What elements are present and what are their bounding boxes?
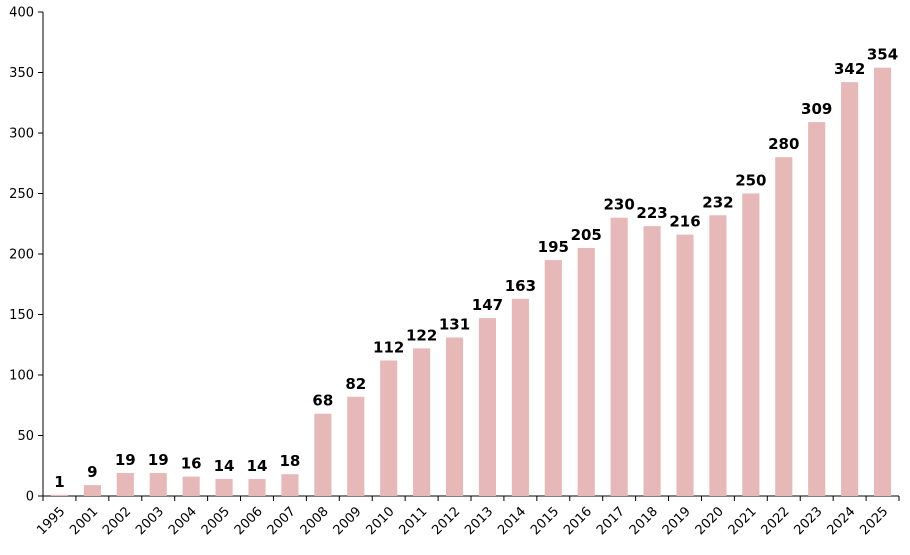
bar-1995 xyxy=(50,494,69,496)
data-label-2001: 9 xyxy=(87,463,97,481)
x-axis: 1995200120022003200420052006200720082009… xyxy=(34,495,900,538)
x-tick-label-1995: 1995 xyxy=(34,504,68,538)
x-tick-label-2002: 2002 xyxy=(100,504,134,538)
data-label-2010: 112 xyxy=(373,338,404,356)
data-label-2011: 122 xyxy=(406,326,437,344)
data-label-2002: 19 xyxy=(115,451,136,469)
x-tick-label-2011: 2011 xyxy=(396,504,430,538)
bar-2010 xyxy=(380,360,398,496)
data-label-2015: 195 xyxy=(538,238,569,256)
data-label-2021: 250 xyxy=(735,172,766,190)
x-tick-label-2021: 2021 xyxy=(726,504,760,538)
data-label-2003: 19 xyxy=(148,451,169,469)
bar-2022 xyxy=(775,157,793,496)
x-tick-label-2004: 2004 xyxy=(166,504,200,538)
x-tick-label-2010: 2010 xyxy=(364,504,398,538)
data-label-2017: 230 xyxy=(603,196,634,214)
y-tick-label: 250 xyxy=(9,187,34,202)
bar-2024 xyxy=(841,82,859,497)
bar-2017 xyxy=(610,217,628,496)
data-label-2019: 216 xyxy=(669,213,700,231)
data-label-2020: 232 xyxy=(702,193,733,211)
x-tick-label-2016: 2016 xyxy=(561,504,595,538)
x-tick-label-2015: 2015 xyxy=(528,504,562,538)
bar-2013 xyxy=(478,318,497,496)
bar-2023 xyxy=(808,122,826,497)
data-label-2004: 16 xyxy=(181,455,202,473)
bar-2003 xyxy=(149,473,167,496)
x-tick-label-2005: 2005 xyxy=(199,504,233,538)
data-label-2025: 354 xyxy=(867,46,898,64)
data-label-2009: 82 xyxy=(345,375,366,393)
x-tick-label-2023: 2023 xyxy=(792,504,826,538)
y-tick-label: 100 xyxy=(9,369,34,384)
x-tick-label-2019: 2019 xyxy=(660,504,694,538)
y-tick-label: 0 xyxy=(26,490,34,505)
bar-2019 xyxy=(676,234,694,496)
bar-2025 xyxy=(873,67,892,496)
y-tick-label: 50 xyxy=(17,429,34,444)
x-tick-label-2020: 2020 xyxy=(693,504,727,538)
x-tick-label-2022: 2022 xyxy=(759,504,793,538)
y-axis: 0 50 100 150 200 250 300 350 400 xyxy=(9,6,44,505)
x-tick-label-2013: 2013 xyxy=(462,504,496,538)
data-label-2013: 147 xyxy=(472,296,503,314)
x-tick-label-2003: 2003 xyxy=(133,504,167,538)
bars xyxy=(50,67,892,497)
x-tick-label-2006: 2006 xyxy=(232,504,266,538)
x-tick-label-2008: 2008 xyxy=(298,504,332,538)
y-tick-label: 300 xyxy=(9,127,34,142)
x-tick-label-2012: 2012 xyxy=(429,504,463,538)
data-label-2014: 163 xyxy=(505,277,536,295)
data-label-2007: 18 xyxy=(279,452,300,470)
data-label-2016: 205 xyxy=(571,226,602,244)
data-label-2008: 68 xyxy=(312,392,333,410)
bar-2004 xyxy=(182,476,200,496)
bar-2020 xyxy=(709,215,727,496)
data-label-2012: 131 xyxy=(439,315,470,333)
bar-2009 xyxy=(347,396,365,496)
y-tick-label: 150 xyxy=(9,308,34,323)
x-tick-label-2025: 2025 xyxy=(857,504,891,538)
x-tick-label-2024: 2024 xyxy=(824,504,858,538)
bar-2007 xyxy=(281,474,299,496)
y-tick-label: 350 xyxy=(9,66,34,81)
bar-2021 xyxy=(742,193,760,496)
data-label-2022: 280 xyxy=(768,135,799,153)
y-tick-label: 400 xyxy=(9,6,34,21)
data-label-2024: 342 xyxy=(834,60,865,78)
bar-2012 xyxy=(445,337,464,496)
bar-2006 xyxy=(248,479,266,496)
bar-2014 xyxy=(511,298,529,496)
bar-2011 xyxy=(413,348,431,496)
data-label-2023: 309 xyxy=(801,100,832,118)
x-tick-label-2018: 2018 xyxy=(627,504,661,538)
bar-2005 xyxy=(215,479,233,496)
bar-2002 xyxy=(116,473,134,496)
bar-2015 xyxy=(544,260,562,496)
data-label-2005: 14 xyxy=(214,457,235,475)
x-tick-label-2014: 2014 xyxy=(495,504,529,538)
bar-2008 xyxy=(314,413,332,496)
bar-2018 xyxy=(643,226,661,497)
y-tick-label: 200 xyxy=(9,248,34,263)
x-tick-label-2009: 2009 xyxy=(331,504,365,538)
x-tick-label-2017: 2017 xyxy=(594,504,628,538)
x-tick-label-2007: 2007 xyxy=(265,504,299,538)
bar-2016 xyxy=(577,247,595,496)
data-label-2018: 223 xyxy=(636,204,667,222)
data-label-1995: 1 xyxy=(54,473,64,491)
bar-2001 xyxy=(83,485,101,496)
data-label-2006: 14 xyxy=(247,457,268,475)
x-tick-label-2001: 2001 xyxy=(67,504,101,538)
